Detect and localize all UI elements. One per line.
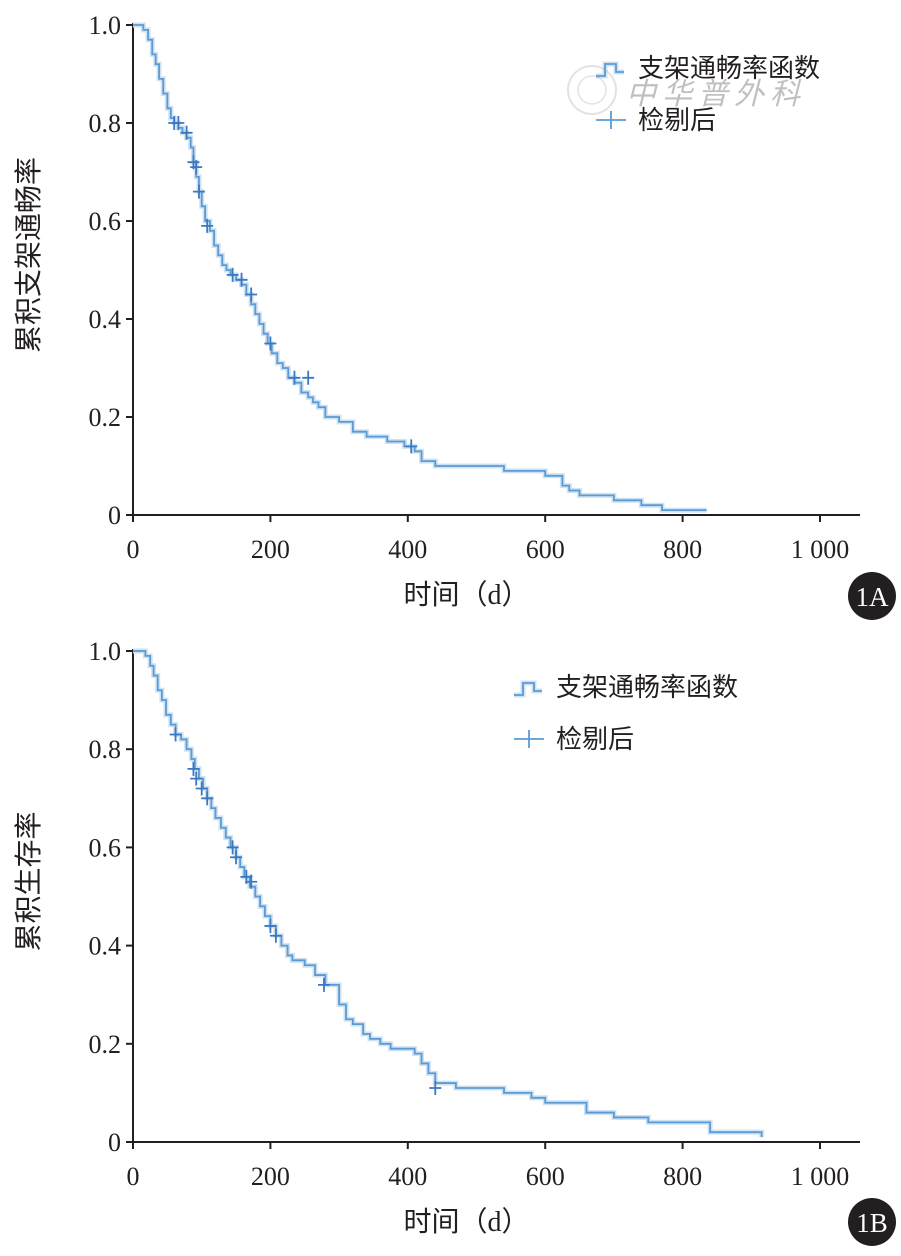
- x-tick-label: 200: [251, 535, 290, 564]
- panel-tag-badge: [848, 1198, 896, 1246]
- x-tick-label: 800: [663, 1162, 702, 1191]
- y-tick-label: 1.0: [89, 11, 122, 40]
- y-axis-title: 累积支架通畅率: [13, 157, 45, 353]
- panel-tag-badge: [848, 572, 896, 620]
- censor-mark: [172, 116, 185, 130]
- censor-mark: [288, 370, 301, 385]
- legend-label-censored: 检剔后: [638, 106, 716, 135]
- censor-mark: [269, 928, 282, 943]
- censor-mark: [187, 761, 200, 776]
- y-axis-title: 累积生存率: [13, 811, 45, 951]
- chart-panel-1a: 0 0.2 0.4 0.6 0.8 1.0 0 200 400 600 800 1 000 时间（d） 累…: [13, 11, 896, 620]
- y-tick-label: 0.8: [89, 735, 122, 764]
- censor-mark: [180, 125, 193, 140]
- y-tick-label: 1.0: [89, 637, 122, 666]
- y-tick-label: 0.4: [89, 305, 122, 334]
- x-tick-label: 800: [663, 535, 702, 564]
- censor-mark: [201, 218, 214, 233]
- y-tick-label: 0.6: [89, 833, 122, 862]
- survival-step-line: [133, 24, 707, 511]
- censor-mark: [190, 771, 203, 786]
- censor-mark: [201, 791, 214, 806]
- censor-mark: [429, 1080, 442, 1095]
- y-tick-label: 0.2: [89, 1030, 122, 1059]
- censor-mark: [264, 336, 277, 351]
- x-tick-label: 600: [526, 1162, 565, 1191]
- watermark-text: 中华普外科: [626, 78, 806, 111]
- censor-mark: [235, 272, 248, 287]
- censor-mark: [317, 977, 330, 992]
- censor-mark: [230, 850, 243, 865]
- x-tick-label: 1 000: [791, 1162, 850, 1191]
- survival-curve-halo: [133, 648, 765, 1138]
- y-tick-label: 0: [108, 1128, 121, 1157]
- legend-step-icon-halo: [514, 680, 542, 698]
- censor-mark: [302, 370, 315, 385]
- legend-label-curve: 支架通畅率函数: [638, 54, 820, 83]
- survival-curve-halo: [133, 22, 707, 513]
- censor-mark: [226, 840, 239, 855]
- legend-censor-icon: [514, 730, 544, 748]
- censor-mark: [169, 727, 182, 742]
- legend-censor-icon: [596, 111, 626, 129]
- censor-mark: [190, 160, 203, 175]
- censor-mark: [245, 874, 258, 889]
- x-tick-label: 200: [251, 1162, 290, 1191]
- panel-tag-label: 1A: [856, 582, 890, 612]
- x-tick-label: 0: [127, 535, 140, 564]
- legend-label-curve: 支架通畅率函数: [556, 673, 738, 702]
- x-tick-label: 600: [526, 535, 565, 564]
- censor-mark: [195, 781, 208, 796]
- y-tick-label: 0.8: [89, 109, 122, 138]
- censor-mark: [405, 439, 418, 454]
- panel-tag-label: 1B: [856, 1208, 888, 1238]
- legend-step-icon: [596, 63, 624, 77]
- watermark: 中华普外科: [567, 65, 806, 115]
- y-tick-label: 0.2: [89, 403, 122, 432]
- censor-mark: [192, 184, 205, 199]
- legend-step-icon: [514, 682, 542, 696]
- y-tick-label: 0: [108, 501, 121, 530]
- x-tick-label: 1 000: [791, 535, 850, 564]
- x-axis-title: 时间（d）: [403, 1206, 529, 1238]
- x-tick-label: 400: [388, 1162, 427, 1191]
- censor-mark: [245, 287, 258, 302]
- legend-label-censored: 检剔后: [556, 725, 634, 754]
- censor-mark: [264, 918, 277, 933]
- chart-panel-1b: 0 0.2 0.4 0.6 0.8 1.0 0 200 400 600 800 1 000 时间（d） 累…: [13, 637, 896, 1246]
- survival-step-line: [133, 650, 763, 1138]
- x-tick-label: 0: [127, 1162, 140, 1191]
- censor-mark: [226, 267, 239, 282]
- watermark-seal-inner-icon: [577, 75, 607, 105]
- x-axis-title: 时间（d）: [403, 579, 529, 611]
- y-tick-label: 0.4: [89, 932, 122, 961]
- x-tick-label: 400: [388, 535, 427, 564]
- watermark-seal-icon: [567, 65, 617, 115]
- y-tick-label: 0.6: [89, 207, 122, 236]
